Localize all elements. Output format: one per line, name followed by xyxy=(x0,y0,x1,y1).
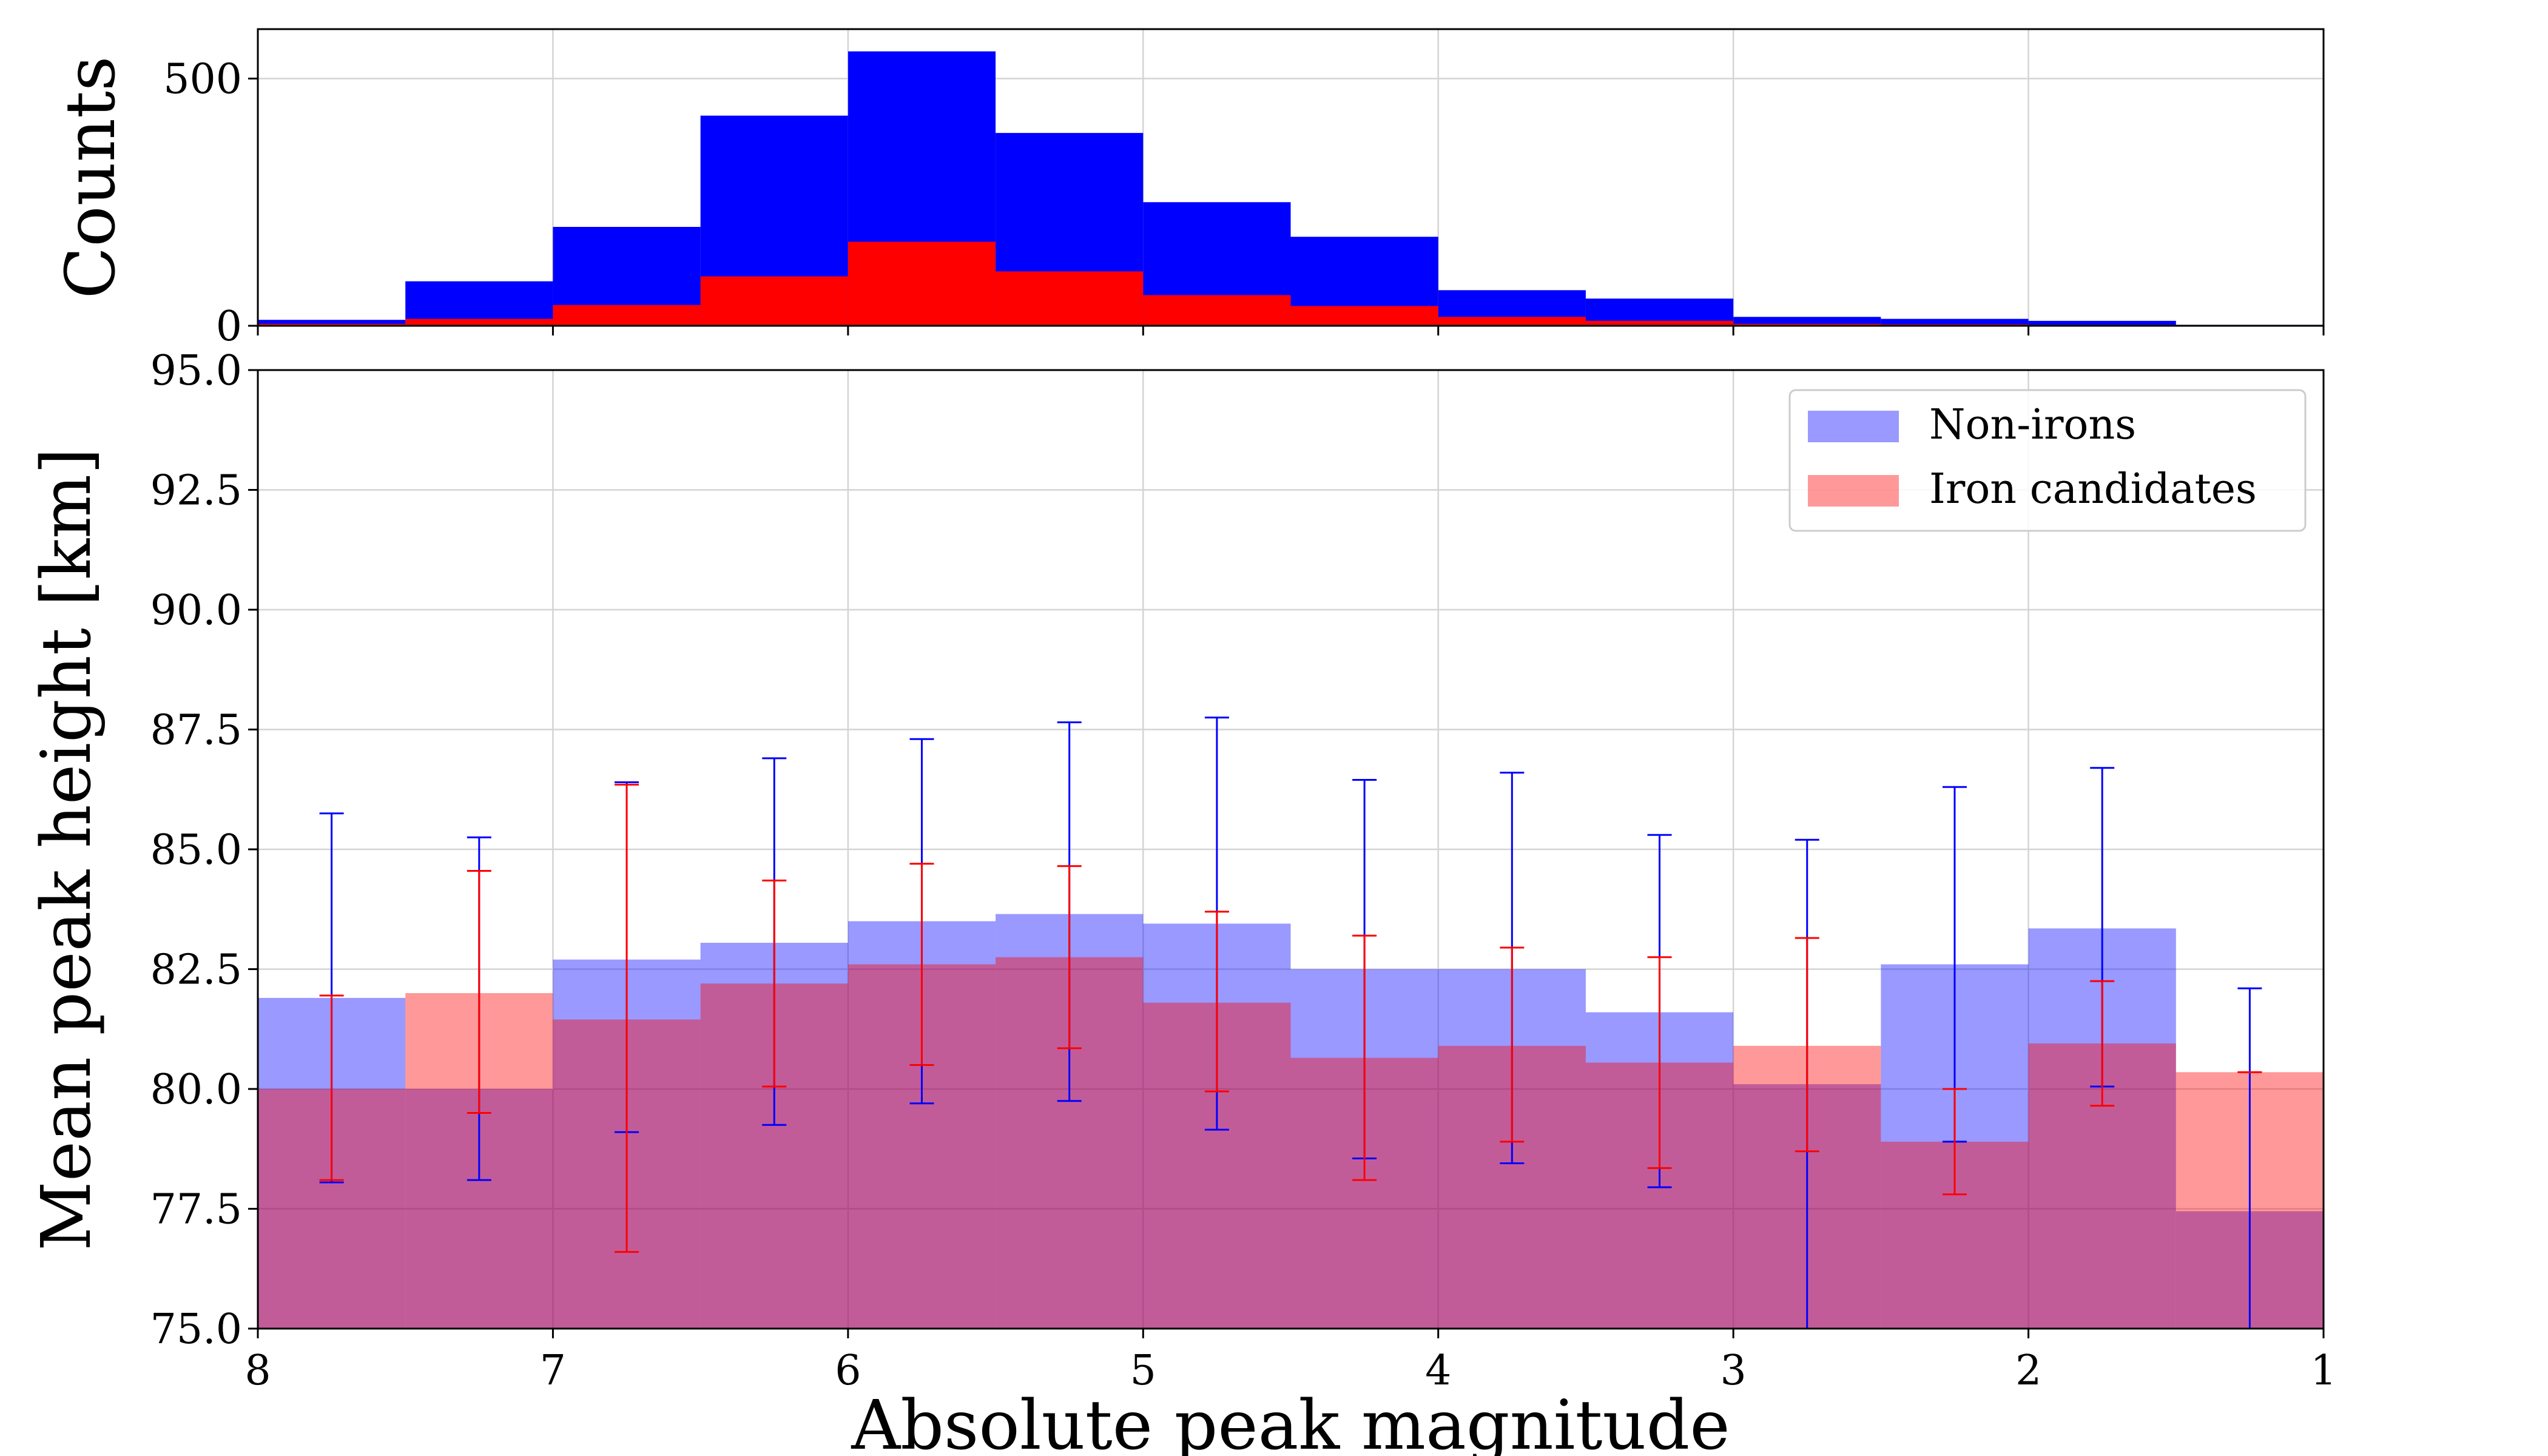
counts-y-tick-label: 500 xyxy=(163,56,242,104)
count-bar-iron-candidates xyxy=(258,323,406,326)
counts-x-ticks xyxy=(257,326,2325,335)
height-y-tick-label: 85.0 xyxy=(150,826,242,874)
legend-frame xyxy=(1788,389,2307,532)
counts-bars xyxy=(258,51,2324,326)
counts-histogram-panel: 0 500 Counts xyxy=(52,28,2325,351)
magnitude-x-tick-label: 4 xyxy=(1425,1347,1451,1395)
legend-swatch-iron-candidates xyxy=(1808,475,1899,507)
height-y-tick-label: 77.5 xyxy=(150,1186,242,1234)
count-bar-iron-candidates xyxy=(700,276,848,326)
counts-axis-title: Counts xyxy=(52,56,130,299)
magnitude-x-tick-label: 2 xyxy=(2015,1347,2041,1395)
error-bar-iron-candidates xyxy=(1057,865,1082,1050)
count-bar-iron-candidates xyxy=(1143,295,1291,326)
legend-label-iron-candidates: Iron candidates xyxy=(1929,465,2257,513)
height-y-tick-label: 92.5 xyxy=(150,467,242,515)
count-bar-non-irons xyxy=(1733,317,1881,326)
count-bar-non-irons xyxy=(405,281,553,326)
counts-y-tick-label: 0 xyxy=(216,303,242,351)
legend-label-non-irons: Non-irons xyxy=(1929,401,2136,449)
magnitude-x-tick-label: 6 xyxy=(835,1347,861,1395)
error-bar-iron-candidates xyxy=(615,783,639,1253)
error-bar-iron-candidates xyxy=(1500,946,1525,1143)
height-axis-title: Mean peak height [km] xyxy=(27,448,106,1251)
count-bar-iron-candidates xyxy=(1585,320,1734,326)
count-bar-non-irons xyxy=(258,320,406,326)
legend-swatch-non-irons xyxy=(1808,411,1899,442)
count-bar-iron-candidates xyxy=(553,305,701,326)
error-bar-iron-candidates xyxy=(909,863,934,1066)
legend: Non-irons Iron candidates xyxy=(1788,389,2307,532)
error-bar-iron-candidates xyxy=(1795,937,1819,1153)
height-bars xyxy=(258,914,2324,1329)
magnitude-x-tick-label: 8 xyxy=(244,1347,271,1395)
count-bar-iron-candidates xyxy=(1438,317,1586,326)
height-y-tick-label: 87.5 xyxy=(150,707,242,755)
error-bar-iron-candidates xyxy=(762,879,787,1088)
count-bar-iron-candidates xyxy=(996,271,1144,326)
error-bar-iron-candidates xyxy=(1647,956,1672,1169)
count-bar-non-irons xyxy=(1881,318,2029,326)
counts-y-ticks: 0 500 xyxy=(163,56,258,351)
height-y-tick-label: 75.0 xyxy=(150,1306,242,1353)
mean-height-panel: 75.0 77.5 80.0 82.5 85.0 87.5 90.0 92.5 95.0 8 7 6 5… xyxy=(27,347,2337,1456)
count-bar-iron-candidates xyxy=(1290,306,1438,326)
magnitude-x-tick-label: 5 xyxy=(1130,1347,1156,1395)
error-bar-iron-candidates xyxy=(319,994,344,1181)
height-y-tick-label: 82.5 xyxy=(150,946,242,994)
magnitude-x-tick-label: 3 xyxy=(1721,1347,1747,1395)
count-bar-iron-candidates xyxy=(1733,323,1881,326)
count-bar-iron-candidates xyxy=(848,241,996,326)
height-error-bars xyxy=(319,716,2262,1330)
magnitude-x-tick-label: 7 xyxy=(540,1347,566,1395)
counts-axes-frame xyxy=(257,28,2325,327)
error-bar-iron-candidates xyxy=(1204,911,1229,1093)
count-bar-iron-candidates xyxy=(405,318,553,326)
count-bar-non-irons xyxy=(2028,320,2176,326)
height-y-tick-label: 95.0 xyxy=(150,347,242,395)
error-bar-iron-candidates xyxy=(2090,980,2115,1107)
magnitude-x-tick-label: 1 xyxy=(2310,1347,2336,1395)
height-y-tick-label: 90.0 xyxy=(150,587,242,635)
height-y-tick-label: 80.0 xyxy=(150,1066,242,1114)
magnitude-axis-title: Absolute peak magnitude xyxy=(851,1386,1730,1456)
error-bar-iron-candidates xyxy=(1352,934,1377,1181)
error-bar-iron-candidates xyxy=(1942,1088,1967,1196)
error-bar-iron-candidates xyxy=(467,870,491,1114)
height-ticks: 75.0 77.5 80.0 82.5 85.0 87.5 90.0 92.5 95.0 8 7 6 5… xyxy=(150,347,2337,1395)
